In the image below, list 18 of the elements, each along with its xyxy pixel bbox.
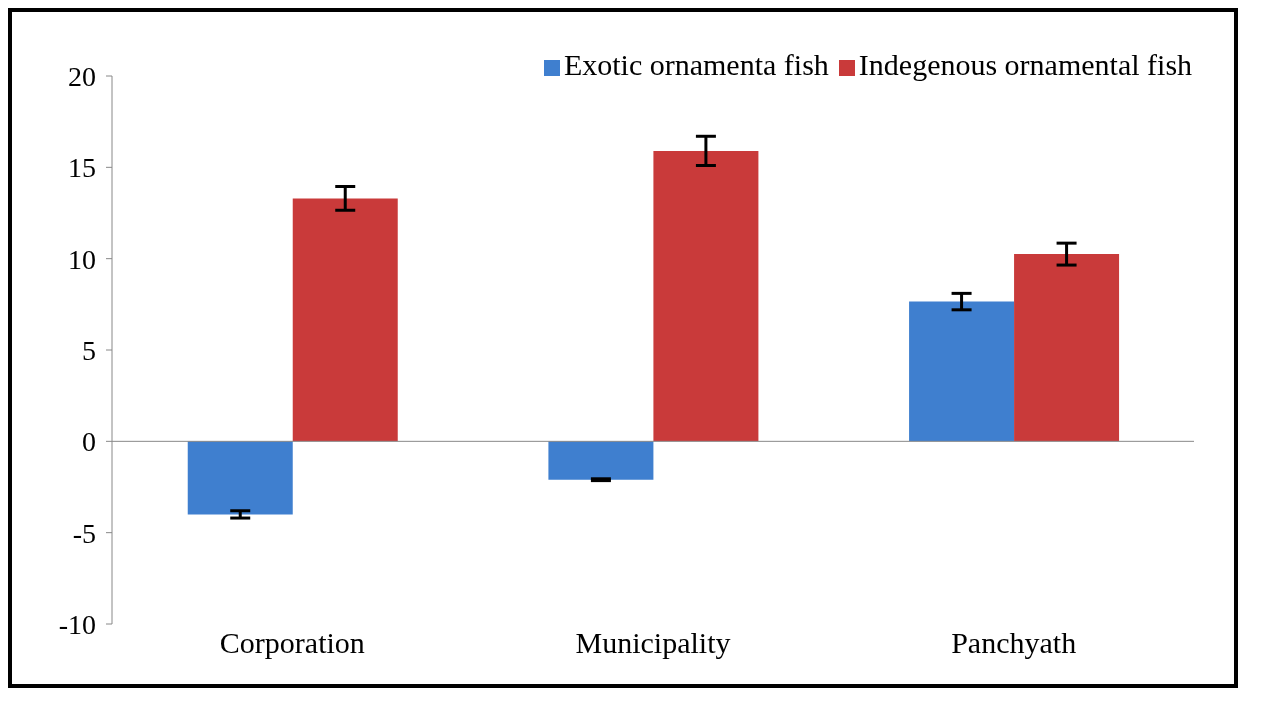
y-tick-label: -10 (58, 608, 96, 640)
legend-label: Exotic ornamenta fish (563, 48, 829, 81)
x-tick-label: Panchyath (951, 626, 1077, 660)
y-tick-label: 20 (68, 60, 96, 92)
bar (292, 198, 398, 442)
x-tick-label: Municipality (575, 626, 731, 660)
x-tick-label: Corporation (219, 626, 365, 660)
y-tick-label: 5 (82, 334, 96, 366)
legend-label: Indegenous ornamental fish (858, 48, 1193, 81)
y-tick-label: -5 (72, 517, 96, 549)
bar (548, 441, 654, 480)
bar (187, 441, 293, 515)
bar (653, 150, 759, 442)
bar (1014, 254, 1120, 442)
y-tick-label: 0 (82, 426, 96, 458)
y-tick-label: 15 (68, 152, 96, 184)
bar (909, 301, 1015, 442)
y-tick-label: 10 (68, 243, 96, 275)
